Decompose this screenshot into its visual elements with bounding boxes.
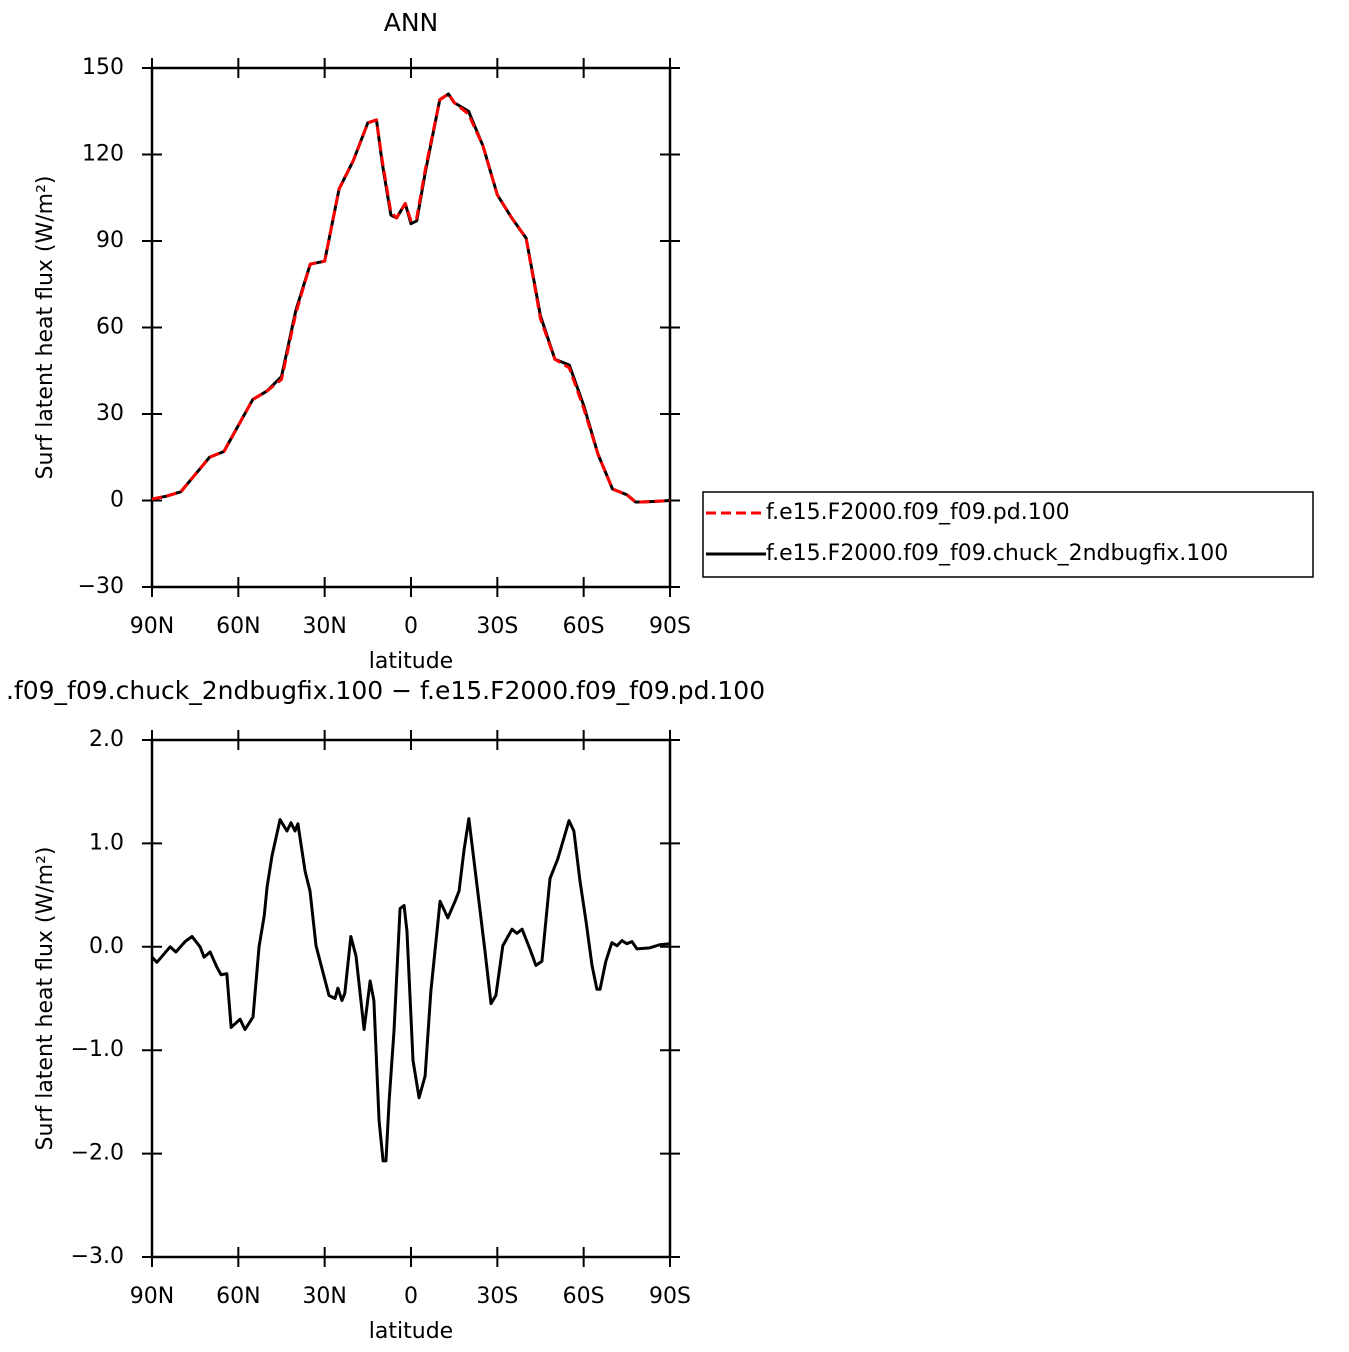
x-tick-label: 30N [302, 614, 346, 639]
y-tick-label: −2.0 [71, 1141, 124, 1166]
y-tick-label: 90 [96, 228, 124, 253]
legend-label: f.e15.F2000.f09_f09.pd.100 [766, 500, 1070, 525]
chart-title: ANN [384, 8, 439, 37]
y-tick-label: 0.0 [89, 934, 124, 959]
legend-label: f.e15.F2000.f09_f09.chuck_2ndbugfix.100 [766, 541, 1228, 566]
x-tick-label: 60S [563, 614, 605, 639]
y-tick-label: −1.0 [71, 1037, 124, 1062]
chart-title: .f09_f09.chuck_2ndbugfix.100 − f.e15.F20… [6, 676, 765, 705]
x-tick-label: 30S [476, 1284, 518, 1309]
y-tick-label: −3.0 [71, 1244, 124, 1269]
y-tick-label: 0 [110, 488, 124, 513]
y-tick-label: −30 [78, 574, 124, 599]
x-tick-label: 60S [563, 1284, 605, 1309]
y-axis-label: Surf latent heat flux (W/m²) [33, 176, 58, 480]
y-tick-label: 120 [82, 142, 124, 167]
y-tick-label: 2.0 [89, 727, 124, 752]
y-tick-label: 30 [96, 401, 124, 426]
y-tick-label: 150 [82, 55, 124, 80]
y-tick-label: 1.0 [89, 830, 124, 855]
x-axis-label: latitude [369, 1319, 453, 1344]
x-tick-label: 0 [404, 614, 418, 639]
x-tick-label: 0 [404, 1284, 418, 1309]
x-tick-label: 60N [216, 614, 260, 639]
x-tick-label: 30N [302, 1284, 346, 1309]
x-tick-label: 90S [649, 614, 691, 639]
x-tick-label: 60N [216, 1284, 260, 1309]
y-axis-label: Surf latent heat flux (W/m²) [33, 847, 58, 1151]
x-axis-label: latitude [369, 649, 453, 674]
series-line [151, 92, 671, 504]
y-tick-label: 60 [96, 315, 124, 340]
x-tick-label: 90N [130, 614, 174, 639]
x-tick-label: 30S [476, 614, 518, 639]
series-line [150, 817, 671, 1163]
plot-frame [150, 66, 672, 589]
x-tick-label: 90S [649, 1284, 691, 1309]
legend-box [702, 491, 1314, 578]
x-tick-label: 90N [130, 1284, 174, 1309]
